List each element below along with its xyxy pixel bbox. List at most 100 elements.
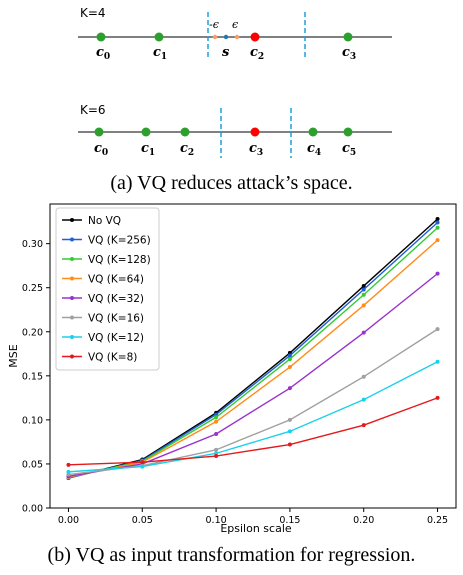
y-tick-label: 0.15 <box>22 371 43 382</box>
perturbation-left-point <box>212 34 218 40</box>
series-point <box>361 292 366 297</box>
centroid-label: c0 <box>94 141 108 158</box>
series-point <box>361 283 366 288</box>
series-point <box>214 431 219 436</box>
series-point <box>287 365 292 370</box>
series-point <box>435 395 440 400</box>
perturbation-right-point <box>234 34 240 40</box>
x-tick-label: 0.20 <box>353 515 374 526</box>
centroid-point <box>96 32 106 42</box>
chart-axes: 0.00 0.05 0.10 0.15 0.20 0.25 0.00 0.05 0.10 0.15… <box>22 203 457 526</box>
centroid-labels: c0 c1 c2 c3 c4 c5 <box>94 141 356 158</box>
legend-box <box>55 207 160 371</box>
centroid-label: c2 <box>180 141 194 158</box>
centroid-label: c1 <box>153 45 167 62</box>
chart-legend: No VQ VQ (K=256) VQ (K=128) VQ (K=64) VQ (K=… <box>55 207 160 371</box>
series-point <box>361 423 366 428</box>
series-point <box>361 287 366 292</box>
diagram-panel-k6: K=6 c0 c1 c2 c3 c4 c5 <box>78 103 392 158</box>
centroid-label: c0 <box>96 45 110 62</box>
series-point <box>287 386 292 391</box>
y-tick-label: 0.00 <box>22 504 43 515</box>
legend-label: VQ (K=256) <box>88 235 151 247</box>
legend-swatch-point <box>70 335 74 339</box>
series-point <box>287 442 292 447</box>
series-point <box>435 271 440 276</box>
x-axis-label: Epsilon scale <box>220 522 292 535</box>
legend-swatch-point <box>70 218 74 222</box>
caption-b: (b) VQ as input transformation for regre… <box>47 544 416 566</box>
centroid-label: c3 <box>249 141 263 158</box>
x-tick-label: 0.10 <box>206 515 227 526</box>
series-line <box>68 273 438 477</box>
legend-swatch-point <box>70 237 74 242</box>
sample-point <box>223 34 229 40</box>
centroid-point <box>94 127 104 137</box>
series-point <box>287 417 292 422</box>
series-point <box>287 357 292 362</box>
y-axis-label: MSE <box>7 344 20 367</box>
series-point <box>435 220 440 225</box>
series-point <box>361 330 366 335</box>
series-point <box>435 359 440 364</box>
legend-label: VQ (K=32) <box>88 293 144 305</box>
y-tick-label: 0.10 <box>22 415 43 426</box>
centroid-point <box>308 127 318 137</box>
centroid-label: c2 <box>250 45 264 62</box>
series-point <box>361 374 366 379</box>
sample-label: s <box>222 45 230 60</box>
series-line <box>68 361 438 473</box>
mse-line-chart: 0.00 0.05 0.10 0.15 0.20 0.25 0.00 0.05 0.10 0.15… <box>7 203 457 535</box>
diagram-panel-k4: K=4 -ϵ ϵ s c0 c1 c2 c3 <box>78 6 392 62</box>
series-point <box>140 460 145 465</box>
legend-label: VQ (K=128) <box>88 254 151 266</box>
legend-label: VQ (K=16) <box>88 313 144 325</box>
legend-label: VQ (K=64) <box>88 274 144 286</box>
legend-swatch-point <box>70 315 74 320</box>
series-point <box>435 327 440 332</box>
chart-series <box>66 216 440 481</box>
legend-swatch-point <box>70 257 74 261</box>
centroid-point <box>141 127 151 137</box>
centroid-point <box>250 127 260 137</box>
series-point <box>435 225 440 230</box>
legend-swatch-point <box>70 276 74 281</box>
series-point <box>435 238 440 243</box>
series-point <box>140 464 145 469</box>
x-tick-label: 0.00 <box>58 515 79 526</box>
vq-diagram: K=4 -ϵ ϵ s c0 c1 c2 c3 K=6 c0 <box>78 6 392 158</box>
centroid-point <box>154 32 164 42</box>
k-label: K=4 <box>80 6 106 20</box>
series-point <box>361 397 366 402</box>
series-line <box>68 239 439 478</box>
legend-label: VQ (K=12) <box>88 332 144 344</box>
epsilon-left-label: -ϵ <box>209 18 219 31</box>
centroid-point <box>343 127 353 137</box>
series-point <box>214 419 219 424</box>
legend-label: VQ (K=8) <box>88 352 137 364</box>
series-point <box>214 447 219 452</box>
legend-swatch-point <box>70 354 74 359</box>
series-line <box>68 227 439 478</box>
centroid-point <box>250 32 260 42</box>
centroid-label: c5 <box>342 141 356 158</box>
k-label: K=6 <box>80 103 106 117</box>
series-point <box>435 216 440 221</box>
x-tick-label: 0.25 <box>427 515 448 526</box>
series-point <box>66 462 71 467</box>
caption-a: (a) VQ reduces attack’s space. <box>110 172 353 194</box>
series-point <box>214 415 219 420</box>
series-point <box>214 454 219 459</box>
y-tick-label: 0.25 <box>22 283 43 294</box>
centroid-point <box>180 127 190 137</box>
centroid-point <box>343 32 353 42</box>
x-tick-label: 0.05 <box>132 515 153 526</box>
legend-label: No VQ <box>88 215 121 227</box>
centroid-label: c1 <box>141 141 155 158</box>
centroid-labels: c0 c1 c2 c3 <box>96 45 356 62</box>
centroid-label: c3 <box>342 45 356 62</box>
legend-swatch-point <box>70 296 74 300</box>
y-tick-label: 0.05 <box>22 459 43 470</box>
y-tick-label: 0.30 <box>22 239 43 250</box>
series-point <box>287 353 292 358</box>
